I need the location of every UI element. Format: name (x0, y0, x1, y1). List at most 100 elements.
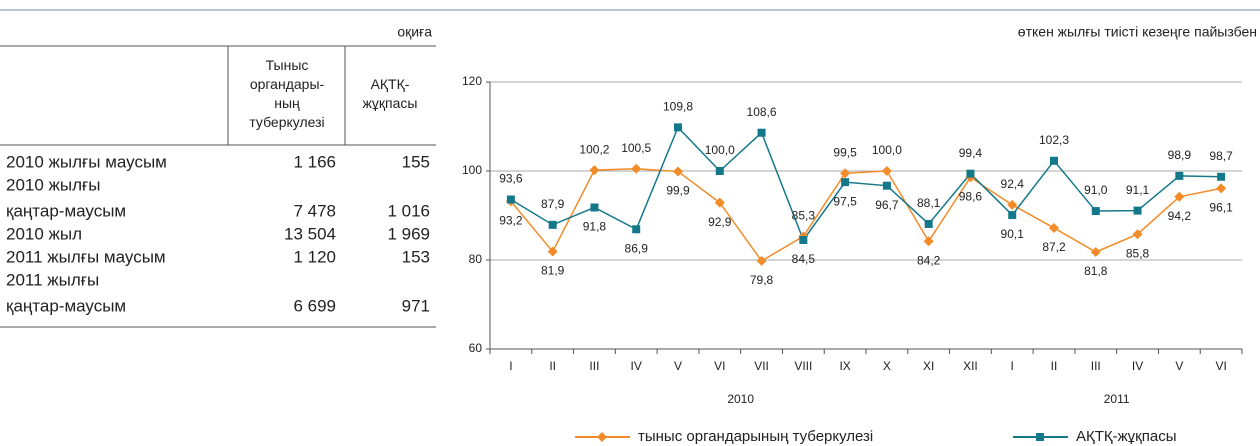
legend-marker (1036, 433, 1044, 441)
point (673, 166, 683, 177)
point (506, 195, 515, 204)
point (1050, 156, 1058, 165)
data-label: 81,8 (1084, 264, 1108, 278)
data-label: 97,5 (833, 194, 857, 208)
x-tick-label: III (1091, 359, 1101, 373)
x-tick-label: II (1051, 359, 1058, 373)
point (924, 219, 933, 228)
point (590, 203, 599, 212)
point (631, 163, 642, 174)
x-tick-label: VII (754, 359, 769, 373)
column-header: Тыныс (266, 57, 309, 73)
point (1091, 207, 1100, 216)
point (547, 246, 558, 257)
cell: 1 120 (293, 247, 336, 266)
data-label: 98,9 (1168, 148, 1192, 162)
x-tick-label: VI (714, 359, 725, 373)
x-tick-label: IV (631, 359, 642, 373)
x-tick-label: XII (963, 359, 978, 373)
data-label: 92,9 (708, 215, 732, 229)
row-label: 2010 жылғы маусым (6, 152, 167, 171)
data-label: 84,5 (792, 252, 816, 266)
data-label: 81,9 (541, 264, 565, 278)
point (548, 220, 557, 229)
data-label: 98,6 (959, 189, 983, 203)
y-tick-label: 80 (469, 252, 483, 266)
data-label: 88,1 (917, 196, 941, 210)
series-line (510, 126, 1222, 242)
x-tick-label: IX (839, 359, 850, 373)
data-label: 100,2 (579, 142, 609, 156)
row-label: қаңтар-маусым (6, 296, 126, 315)
x-group-label: 2010 (727, 392, 754, 406)
data-label: 87,9 (541, 197, 565, 211)
point (1049, 222, 1059, 233)
point (674, 123, 682, 132)
cell: 1 016 (387, 201, 430, 220)
x-tick-label: XI (923, 359, 934, 373)
data-label: 109,8 (663, 100, 693, 114)
column-header: органдары- (250, 76, 325, 92)
legend-label: АҚТҚ-жұқпасы (1076, 428, 1176, 445)
cell: 153 (402, 247, 430, 266)
cell: 155 (402, 152, 430, 171)
data-label: 79,8 (750, 273, 774, 287)
x-tick-label: I (509, 359, 512, 373)
point (589, 165, 600, 176)
point (1132, 229, 1143, 240)
row-label: 2011 жылғы маусым (6, 247, 166, 266)
cell: 13 504 (284, 224, 336, 243)
point (881, 166, 892, 176)
point (840, 168, 851, 179)
point (1175, 171, 1184, 180)
data-label: 87,2 (1042, 240, 1066, 254)
row-label: қаңтар-маусым (6, 201, 126, 220)
data-label: 99,9 (666, 184, 690, 198)
column-header: АҚТҚ- (371, 76, 410, 92)
point (1008, 211, 1017, 220)
x-tick-label: X (883, 359, 891, 373)
column-header: жұқпасы (363, 95, 418, 111)
cell: 6 699 (293, 296, 336, 315)
legend-label: тыныс органдарының туберкулезі (638, 428, 873, 445)
x-tick-label: VI (1215, 359, 1226, 373)
x-tick-label: V (1175, 359, 1183, 373)
data-label: 100,0 (872, 143, 902, 157)
data-label: 93,2 (499, 213, 523, 227)
point (714, 197, 725, 208)
point (757, 128, 766, 137)
cell: 1 166 (293, 152, 336, 171)
y-tick-label: 120 (462, 74, 482, 88)
column-header: ның (274, 95, 300, 111)
point (966, 169, 975, 178)
legend-marker (597, 432, 607, 442)
point (1007, 199, 1018, 210)
row-label: 2010 жыл (6, 224, 82, 243)
point (756, 255, 767, 266)
data-label: 85,8 (1126, 246, 1150, 260)
point (841, 178, 850, 187)
data-label: 100,0 (705, 143, 735, 157)
y-tick-label: 100 (462, 163, 482, 177)
data-label: 86,9 (625, 241, 649, 255)
data-label: 85,3 (792, 209, 816, 223)
point (1090, 246, 1101, 257)
point (882, 181, 891, 190)
point (923, 236, 934, 247)
point (1217, 172, 1226, 181)
x-tick-label: VIII (794, 359, 812, 373)
x-tick-label: V (674, 359, 682, 373)
data-label: 91,0 (1084, 183, 1108, 197)
y-tick-label: 60 (469, 341, 483, 355)
row-label: 2011 жылғы (6, 270, 99, 289)
cell: 971 (402, 296, 430, 315)
data-label: 93,6 (499, 172, 523, 186)
cell: 7 478 (293, 201, 336, 220)
cell: 1 969 (387, 224, 430, 243)
x-tick-label: II (549, 359, 556, 373)
data-label: 90,1 (1001, 227, 1025, 241)
data-label: 102,3 (1039, 133, 1069, 147)
data-label: 108,6 (747, 105, 777, 119)
x-tick-label: III (589, 359, 599, 373)
